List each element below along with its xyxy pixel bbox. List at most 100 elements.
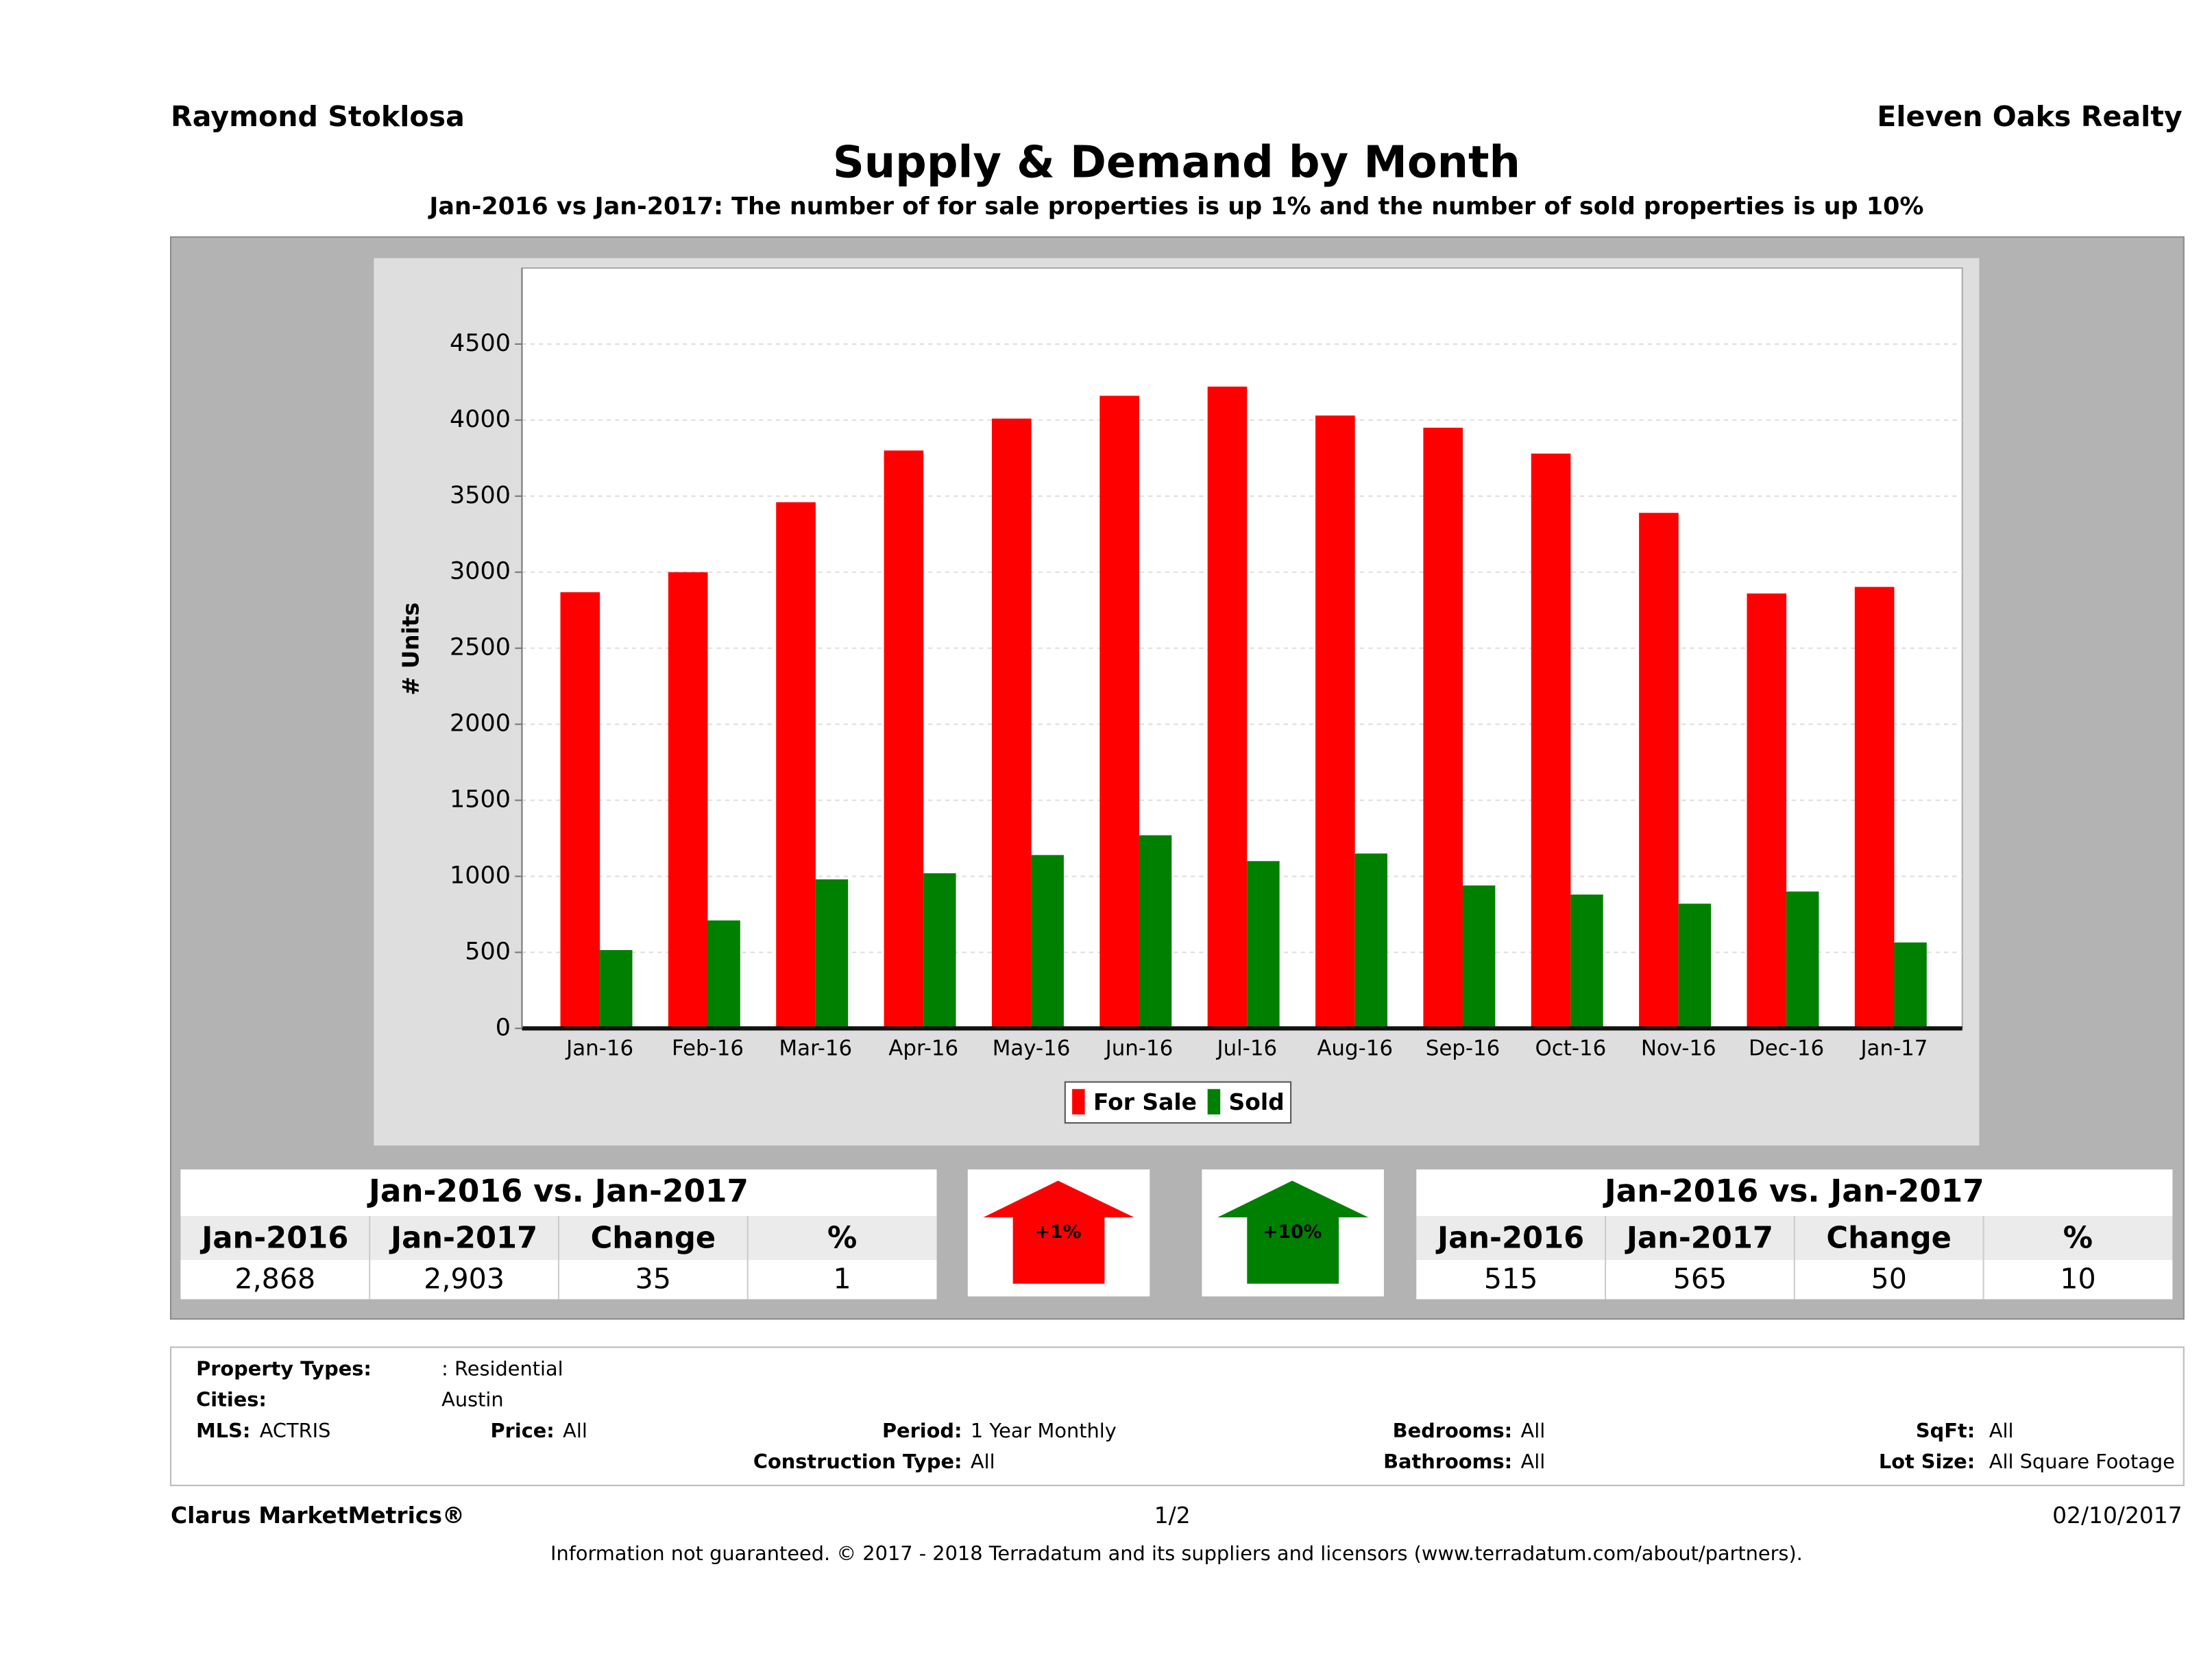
table-value: 35	[635, 1263, 671, 1296]
filter-value: All	[1521, 1419, 1546, 1442]
bar	[884, 450, 924, 1029]
filter-value: All	[1989, 1419, 2014, 1442]
footer-date: 02/10/2017	[2052, 1502, 2183, 1529]
filter-box	[170, 1346, 2185, 1487]
company: Eleven Oaks Realty	[1877, 100, 2183, 133]
x-tick-label: Jul-16	[1215, 1036, 1277, 1061]
bar	[1894, 942, 1927, 1029]
x-tick-label: Feb-16	[672, 1036, 744, 1061]
bar	[1747, 593, 1787, 1029]
x-tick-label: Jun-16	[1104, 1036, 1174, 1061]
x-tick-label: Sep-16	[1426, 1036, 1500, 1061]
y-tick-label: 4000	[450, 406, 511, 433]
legend-box	[1064, 1081, 1292, 1124]
bar	[1678, 903, 1712, 1029]
y-tick-label: 0	[496, 1014, 511, 1041]
filter-label: SqFt:	[1916, 1419, 1975, 1442]
y-tick-label: 1000	[450, 862, 511, 889]
column-header: %	[827, 1221, 857, 1255]
arrow	[983, 1180, 1134, 1284]
table-title-row	[180, 1169, 937, 1217]
bar	[923, 873, 956, 1029]
bar	[1247, 861, 1280, 1029]
x-tick-label: Nov-16	[1641, 1036, 1716, 1061]
filter-value: All Square Footage	[1989, 1450, 2175, 1473]
bar	[1531, 453, 1571, 1029]
legend-swatch	[1207, 1089, 1221, 1115]
x-tick-label: Mar-16	[779, 1036, 853, 1061]
legend-swatch	[1072, 1089, 1085, 1115]
filter-label: Cities:	[196, 1388, 267, 1411]
legend-label: Sold	[1229, 1089, 1285, 1115]
table-value: 2,868	[234, 1263, 315, 1296]
bar	[1207, 387, 1248, 1029]
filter-label: Construction Type:	[753, 1450, 962, 1473]
bar	[776, 502, 816, 1029]
bar	[1570, 895, 1603, 1029]
bar	[707, 920, 740, 1029]
filter-value: Austin	[441, 1388, 504, 1411]
arrow	[1217, 1180, 1369, 1284]
bar	[815, 879, 849, 1029]
table-title-row	[1416, 1169, 2173, 1217]
filter-value: All	[563, 1419, 587, 1442]
footer-page: 1/2	[1154, 1502, 1191, 1529]
y-axis-label: # Units	[397, 603, 424, 696]
filter-value: All	[1521, 1450, 1546, 1473]
table-value: 2,903	[424, 1263, 505, 1296]
column-header: Jan-2017	[389, 1221, 537, 1255]
filter-value: : Residential	[441, 1357, 563, 1380]
bar	[1354, 853, 1387, 1029]
filter-value: All	[971, 1450, 995, 1473]
bar	[991, 418, 1032, 1029]
filter-label: Bedrooms:	[1393, 1419, 1513, 1442]
legend-label: For Sale	[1093, 1089, 1197, 1115]
table-value: 10	[2060, 1263, 2095, 1296]
chart-subtitle: Jan-2016 vs Jan-2017: The number of for …	[428, 193, 1923, 221]
table-title: Jan-2016 vs. Jan-2017	[367, 1173, 749, 1209]
x-tick-label: Jan-16	[565, 1036, 633, 1061]
bar	[1423, 427, 1463, 1029]
y-tick-label: 500	[465, 938, 511, 965]
bar	[668, 572, 708, 1029]
chart-title: Supply & Demand by Month	[833, 137, 1520, 188]
bar	[1139, 835, 1172, 1029]
x-tick-label: Aug-16	[1317, 1036, 1393, 1061]
bar	[1031, 855, 1064, 1029]
filter-label: MLS:	[196, 1419, 250, 1442]
y-tick-label: 1500	[450, 786, 511, 814]
bar	[600, 950, 633, 1029]
filter-label: Lot Size:	[1879, 1450, 1975, 1473]
column-header: Jan-2017	[1625, 1221, 1773, 1255]
x-tick-label: May-16	[993, 1036, 1071, 1061]
y-tick-label: 3000	[450, 558, 511, 585]
filter-label: Price:	[491, 1419, 555, 1442]
y-tick-label: 2000	[450, 710, 511, 738]
filter-label: Bathrooms:	[1383, 1450, 1512, 1473]
y-tick-label: 3500	[450, 482, 511, 509]
x-tick-label: Dec-16	[1749, 1036, 1824, 1061]
bar	[1854, 587, 1895, 1029]
filter-label: Property Types:	[196, 1357, 372, 1380]
bar	[560, 592, 600, 1029]
bar	[1786, 891, 1819, 1029]
x-tick-label: Jan-17	[1859, 1036, 1928, 1061]
y-tick-label: 2500	[450, 634, 511, 661]
disclaimer: Information not guaranteed. © 2017 - 201…	[550, 1542, 1803, 1565]
column-header: Change	[591, 1221, 716, 1255]
bar	[1463, 885, 1496, 1029]
y-tick-label: 4500	[450, 330, 511, 357]
filter-value: ACTRIS	[260, 1419, 331, 1442]
x-tick-label: Apr-16	[888, 1036, 958, 1061]
arrow-label: +1%	[1035, 1221, 1082, 1243]
table-value: 565	[1673, 1263, 1727, 1296]
agent: Raymond Stoklosa	[171, 100, 465, 133]
column-header: Change	[1826, 1221, 1952, 1255]
footer-brand: Clarus MarketMetrics®	[171, 1502, 465, 1529]
bar	[1639, 513, 1679, 1029]
column-header: Jan-2016	[199, 1221, 348, 1255]
table-value: 1	[834, 1263, 851, 1296]
arrow-label: +10%	[1263, 1221, 1322, 1243]
